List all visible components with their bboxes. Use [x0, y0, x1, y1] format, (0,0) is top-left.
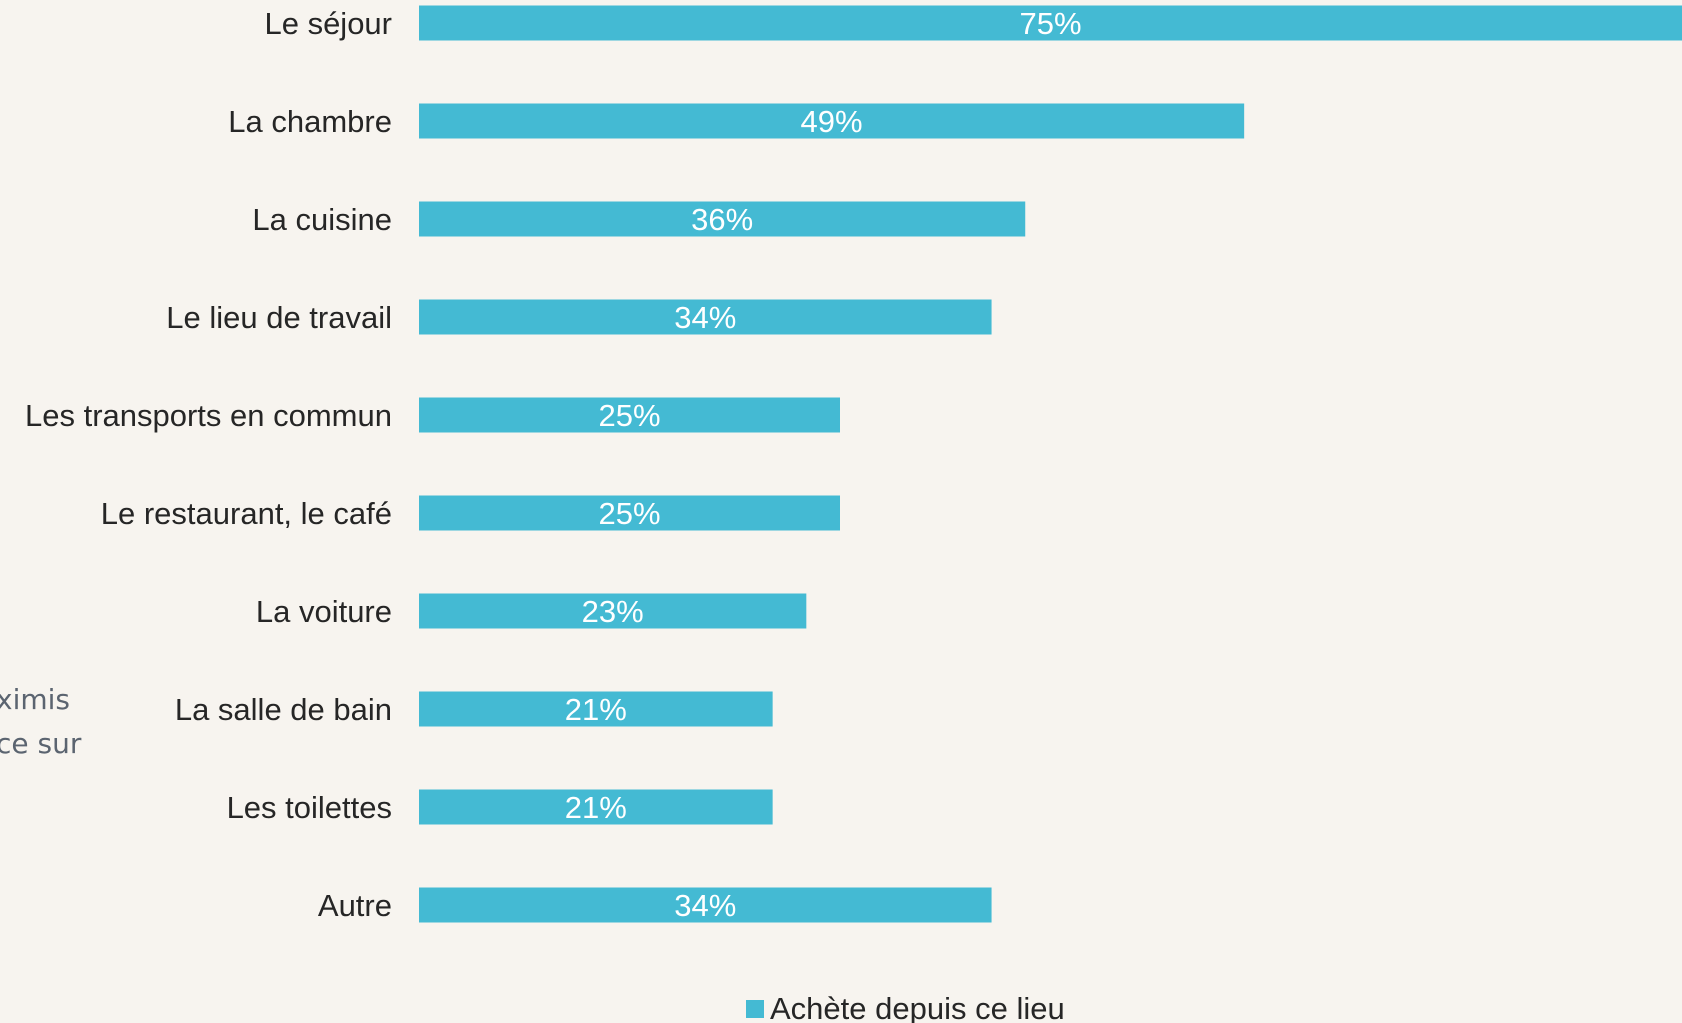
side-note-line-1: ximis [0, 683, 70, 716]
bar [419, 5, 1682, 41]
bar [419, 789, 773, 825]
category-label: La salle de bain [175, 692, 392, 727]
bar-value-label: 75% [1019, 6, 1081, 41]
category-label: La voiture [256, 594, 392, 629]
category-label: Les transports en commun [25, 398, 392, 433]
chart-legend: Achète depuis ce lieu [746, 991, 1065, 1023]
category-label: Les toilettes [227, 790, 392, 825]
category-label: Le restaurant, le café [101, 496, 392, 531]
bar [419, 495, 840, 531]
category-label: Le lieu de travail [166, 300, 392, 335]
bar [419, 887, 992, 923]
bar [419, 691, 773, 727]
category-label: Autre [318, 888, 392, 923]
category-label: La chambre [228, 104, 392, 139]
chart-marks: Le séjour 75% La chambre 49% La cuisine 36% Le… [25, 5, 1682, 923]
bar-value-label: 49% [801, 104, 863, 139]
bar [419, 397, 840, 433]
bar [419, 201, 1026, 237]
bar-value-label: 34% [674, 300, 736, 335]
bar-value-label: 36% [691, 202, 753, 237]
category-label: La cuisine [252, 202, 392, 237]
bar-value-label: 21% [565, 692, 627, 727]
bar [419, 299, 992, 335]
legend-label: Achète depuis ce lieu [770, 991, 1065, 1023]
bar-value-label: 25% [598, 398, 660, 433]
bar-value-label: 34% [674, 888, 736, 923]
bar [419, 593, 807, 629]
bar-value-label: 21% [565, 790, 627, 825]
side-note-line-2: ce sur [0, 727, 82, 760]
category-label: Le séjour [264, 6, 392, 41]
side-note-fragment: ximis ce sur [0, 678, 81, 766]
bar [419, 103, 1245, 139]
bar-value-label: 25% [598, 496, 660, 531]
bar-value-label: 23% [582, 594, 644, 629]
legend-swatch [746, 1000, 764, 1018]
